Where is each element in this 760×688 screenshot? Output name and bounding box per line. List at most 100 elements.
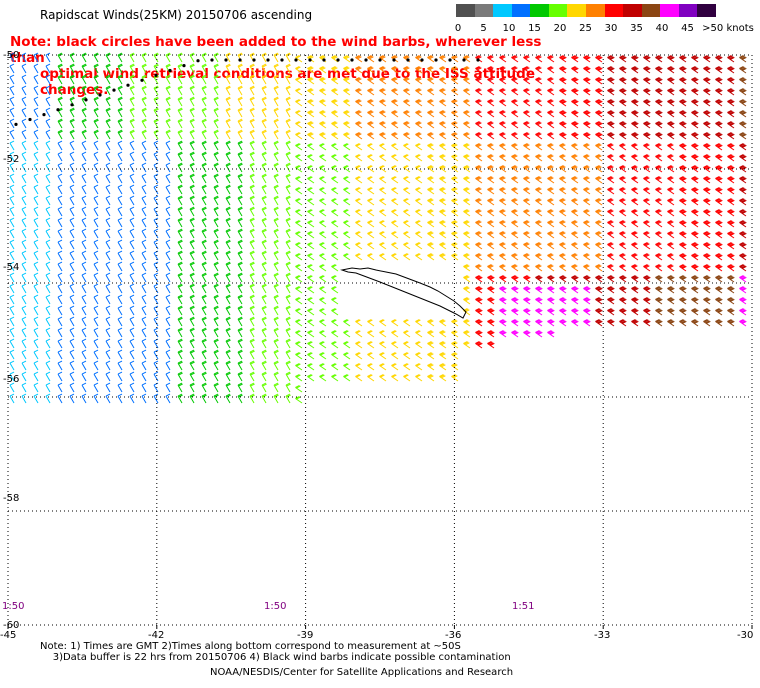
wind-barb [93,327,99,338]
wind-barb [319,296,327,305]
wind-barb [331,186,339,195]
wind-barb [319,164,327,173]
wind-barb [45,173,51,184]
wind-barb [189,261,195,272]
wind-barb [285,162,291,173]
wind-barb [261,74,267,85]
wind-barb [153,52,159,63]
wind-barb [177,360,183,371]
wind-barb [379,65,387,74]
wind-barb [307,296,315,305]
wind-barb [415,373,423,382]
wind-barb [201,250,207,261]
wind-barb [487,241,495,250]
wind-barb [667,175,675,184]
wind-barb [141,173,147,184]
wind-barb [331,98,339,107]
wind-barb [583,142,591,151]
wind-barb [703,175,711,184]
wind-barb [153,173,159,184]
wind-barb [261,239,267,250]
wind-barb [499,318,507,327]
wind-barb [201,272,207,283]
wind-barb [261,294,267,305]
wind-barb [523,153,531,162]
quality-flag-dot [84,98,88,102]
wind-barb [691,175,699,184]
wind-barb [451,175,459,184]
wind-barb [237,316,243,327]
wind-barb [571,274,579,283]
wind-barb [703,263,711,272]
wind-barb [295,241,303,250]
wind-barb [499,219,507,228]
wind-barb [523,318,531,327]
wind-barb [571,230,579,239]
wind-barb [225,382,231,393]
wind-barb [427,197,435,206]
wind-barb [499,274,507,283]
wind-barb [117,327,123,338]
wind-barb [129,96,135,107]
wind-barb [571,131,579,140]
wind-barb [463,241,471,250]
wind-barb [237,206,243,217]
wind-barb [261,327,267,338]
wind-barb [307,153,315,162]
wind-barb [45,140,51,151]
wind-barb [715,76,723,85]
wind-barb [583,153,591,162]
wind-barb [607,241,615,250]
wind-barb [33,327,39,338]
wind-barb [547,186,555,195]
wind-barb [9,129,15,140]
wind-barb [201,63,207,74]
wind-barb [81,52,87,63]
wind-barb [703,241,711,250]
wind-barb [237,327,243,338]
wind-barb [595,164,603,173]
wind-barb [595,197,603,206]
wind-barb [201,360,207,371]
wind-barb [153,371,159,382]
wind-barb [703,87,711,96]
wind-barb [177,96,183,107]
wind-barb [415,329,423,338]
wind-barb [679,120,687,129]
wind-barb [249,371,255,382]
wind-barb [691,186,699,195]
wind-barb [571,219,579,228]
wind-barb [691,54,699,63]
wind-barb [475,285,483,294]
wind-barb [379,98,387,107]
wind-barb [475,87,483,96]
wind-barb [487,285,495,294]
wind-barb [225,272,231,283]
wind-barb [249,261,255,272]
wind-barb [583,296,591,305]
wind-barb [439,76,447,85]
wind-barb [655,263,663,272]
wind-barb [739,318,747,327]
wind-barb [523,241,531,250]
quality-flag-dot [42,113,46,117]
wind-barb [643,175,651,184]
wind-barb [117,184,123,195]
wind-barb [739,54,747,63]
wind-barb [511,307,519,316]
wind-barb [189,272,195,283]
wind-barb [619,164,627,173]
wind-barb [295,175,303,184]
wind-barb [165,74,171,85]
wind-barb [261,129,267,140]
wind-barb [439,340,447,349]
wind-barb [141,272,147,283]
wind-barb [715,87,723,96]
wind-barb [355,54,363,63]
wind-barb [273,250,279,261]
wind-barb [679,175,687,184]
wind-barb [225,261,231,272]
wind-barb [331,131,339,140]
wind-barb [523,296,531,305]
wind-barb [547,219,555,228]
